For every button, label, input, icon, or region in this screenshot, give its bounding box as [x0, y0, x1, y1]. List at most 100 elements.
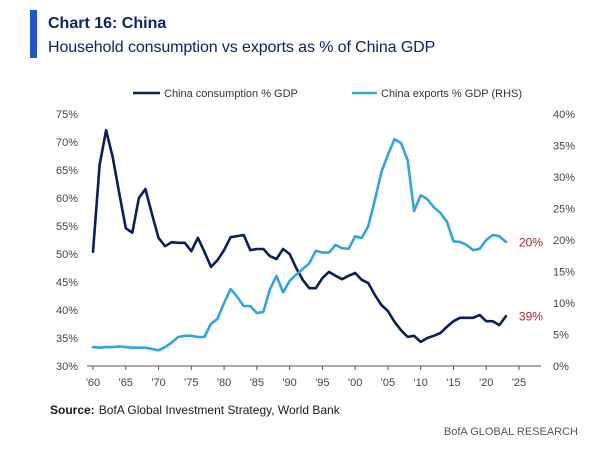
- left-axis-tick-label: 60%: [56, 193, 78, 205]
- china-consumption-gdp-point: [130, 231, 134, 235]
- x-axis-tick-label: '75: [184, 377, 198, 389]
- china-exports-gdp-rhs-point: [143, 346, 147, 350]
- china-consumption-gdp-point: [294, 266, 298, 270]
- chart-subtitle: Household consumption vs exports as % of…: [48, 39, 436, 56]
- source-note: Source: BofA Global Investment Strategy, …: [50, 403, 340, 418]
- china-exports-gdp-rhs-point: [334, 243, 338, 247]
- china-exports-gdp-rhs-point: [261, 310, 265, 314]
- china-consumption-gdp-point: [255, 247, 259, 251]
- china-exports-gdp-rhs-point: [478, 247, 482, 251]
- china-exports-gdp-rhs-point: [170, 341, 174, 345]
- x-axis-tick-label: '00: [348, 377, 362, 389]
- china-exports-gdp-rhs-point: [91, 345, 95, 349]
- china-exports-gdp-rhs-point: [281, 290, 285, 294]
- china-exports-gdp-rhs-point: [209, 322, 213, 326]
- right-axis-tick-label: 30%: [553, 172, 575, 184]
- x-axis-tick-label: '70: [151, 377, 165, 389]
- china-exports-gdp-rhs-point: [373, 198, 377, 202]
- china-consumption-gdp-point: [353, 271, 357, 275]
- china-exports-gdp-rhs-point: [229, 287, 233, 291]
- china-consumption-gdp-point: [504, 314, 508, 318]
- china-exports-gdp-rhs-point: [399, 141, 403, 145]
- legend-label-exports: China exports % GDP (RHS): [381, 88, 522, 100]
- china-consumption-gdp-point: [491, 319, 495, 323]
- china-exports-gdp-rhs-point: [412, 209, 416, 213]
- china-exports-gdp-rhs-point: [248, 304, 252, 308]
- title-accent-bar: [30, 10, 37, 58]
- china-exports-gdp-rhs-point: [465, 243, 469, 247]
- china-consumption-gdp-point: [117, 191, 121, 195]
- china-exports-gdp-rhs-point: [386, 153, 390, 157]
- china-exports-gdp-rhs-point: [314, 249, 318, 253]
- china-consumption-gdp-point: [202, 250, 206, 254]
- china-consumption-gdp-point: [425, 336, 429, 340]
- china-consumption-gdp-point: [235, 234, 239, 238]
- china-consumption-gdp-point: [445, 325, 449, 329]
- china-consumption-gdp-point: [314, 286, 318, 290]
- china-exports-gdp-rhs-point: [130, 346, 134, 350]
- china-consumption-gdp-point: [478, 313, 482, 317]
- china-consumption-gdp-point: [124, 226, 128, 230]
- china-exports-gdp-rhs-point: [491, 233, 495, 237]
- china-consumption-gdp-point: [137, 196, 141, 200]
- brand-footer: BofA GLOBAL RESEARCH: [443, 426, 578, 438]
- china-exports-gdp-rhs-line: [91, 137, 508, 352]
- china-consumption-gdp-series: [91, 128, 508, 344]
- x-axis-tick-label: '80: [217, 377, 231, 389]
- x-axis-tick-label: '60: [86, 377, 100, 389]
- china-exports-gdp-rhs-point: [425, 197, 429, 201]
- axes: 30% 35% 40% 45% 50% 55% 60% 65% 70% 75% 0% 5% 10% 15%…: [56, 109, 575, 389]
- china-exports-gdp-rhs-point: [340, 246, 344, 250]
- chart: China consumption % GDP China exports % …: [56, 88, 575, 389]
- china-exports-gdp-rhs-point: [104, 345, 108, 349]
- china-consumption-gdp-point: [242, 233, 246, 237]
- left-axis-tick-label: 35%: [56, 333, 78, 345]
- china-exports-gdp-rhs-point: [196, 335, 200, 339]
- x-axis-tick-label: '65: [119, 377, 133, 389]
- china-exports-gdp-rhs-point: [124, 345, 128, 349]
- china-consumption-gdp-point: [373, 293, 377, 297]
- china-consumption-gdp-point: [91, 250, 95, 254]
- china-exports-gdp-rhs-point: [445, 220, 449, 224]
- china-consumption-gdp-point: [150, 212, 154, 216]
- china-consumption-gdp-point: [412, 334, 416, 338]
- china-exports-gdp-rhs-point: [406, 158, 410, 162]
- x-axis-tick-label: '95: [315, 377, 329, 389]
- china-exports-gdp-rhs-point: [294, 273, 298, 277]
- china-consumption-gdp-point: [334, 274, 338, 278]
- china-exports-gdp-rhs-point: [452, 239, 456, 243]
- china-exports-gdp-rhs-point: [111, 345, 115, 349]
- china-exports-gdp-rhs-point: [150, 347, 154, 351]
- right-axis-tick-label: 40%: [553, 109, 575, 121]
- china-exports-gdp-rhs-point: [183, 334, 187, 338]
- china-consumption-gdp-point: [222, 248, 226, 252]
- left-axis-tick-label: 30%: [56, 361, 78, 373]
- china-consumption-gdp-point: [170, 240, 174, 244]
- china-exports-gdp-rhs-point: [176, 335, 180, 339]
- china-consumption-gdp-point: [432, 334, 436, 338]
- china-consumption-gdp-point: [379, 303, 383, 307]
- legend-label-consumption: China consumption % GDP: [164, 88, 298, 100]
- china-consumption-gdp-point: [209, 265, 213, 269]
- china-exports-gdp-rhs-point: [202, 335, 206, 339]
- china-exports-gdp-rhs-end-label: 20%: [519, 235, 543, 249]
- china-exports-gdp-rhs-point: [484, 238, 488, 242]
- left-axis-tick-label: 75%: [56, 109, 78, 121]
- china-consumption-gdp-point: [248, 248, 252, 252]
- china-consumption-gdp-point: [261, 247, 265, 251]
- china-exports-gdp-rhs-point: [268, 287, 272, 291]
- china-consumption-gdp-point: [347, 274, 351, 278]
- china-exports-gdp-rhs-point: [458, 240, 462, 244]
- right-axis-tick-label: 25%: [553, 204, 575, 216]
- china-consumption-gdp-point: [163, 244, 167, 248]
- china-consumption-gdp-point: [307, 286, 311, 290]
- china-exports-gdp-rhs-point: [301, 267, 305, 271]
- china-exports-gdp-rhs-point: [222, 301, 226, 305]
- china-consumption-gdp-point: [497, 323, 501, 327]
- x-axis-tick-label: '25: [512, 377, 526, 389]
- china-exports-gdp-rhs-point: [137, 346, 141, 350]
- china-exports-gdp-rhs-point: [235, 295, 239, 299]
- china-consumption-gdp-point: [393, 320, 397, 324]
- china-exports-gdp-rhs-point: [432, 205, 436, 209]
